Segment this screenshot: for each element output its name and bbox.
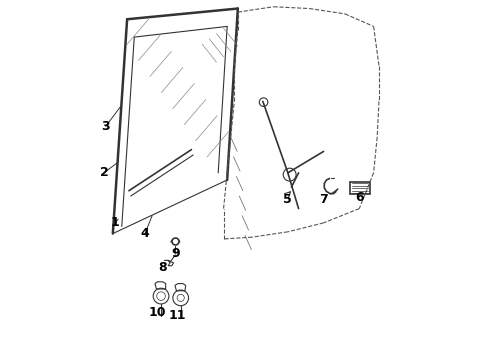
Text: 4: 4 <box>141 227 149 240</box>
Text: 8: 8 <box>159 261 167 274</box>
Text: 9: 9 <box>171 247 180 260</box>
Text: 3: 3 <box>101 120 110 133</box>
Text: 1: 1 <box>110 216 119 229</box>
Text: 5: 5 <box>284 193 292 206</box>
Text: 10: 10 <box>149 306 166 319</box>
Text: 6: 6 <box>355 192 364 204</box>
Text: 7: 7 <box>319 193 328 206</box>
FancyBboxPatch shape <box>350 182 370 194</box>
Text: 2: 2 <box>99 166 108 179</box>
Text: 11: 11 <box>169 309 186 322</box>
